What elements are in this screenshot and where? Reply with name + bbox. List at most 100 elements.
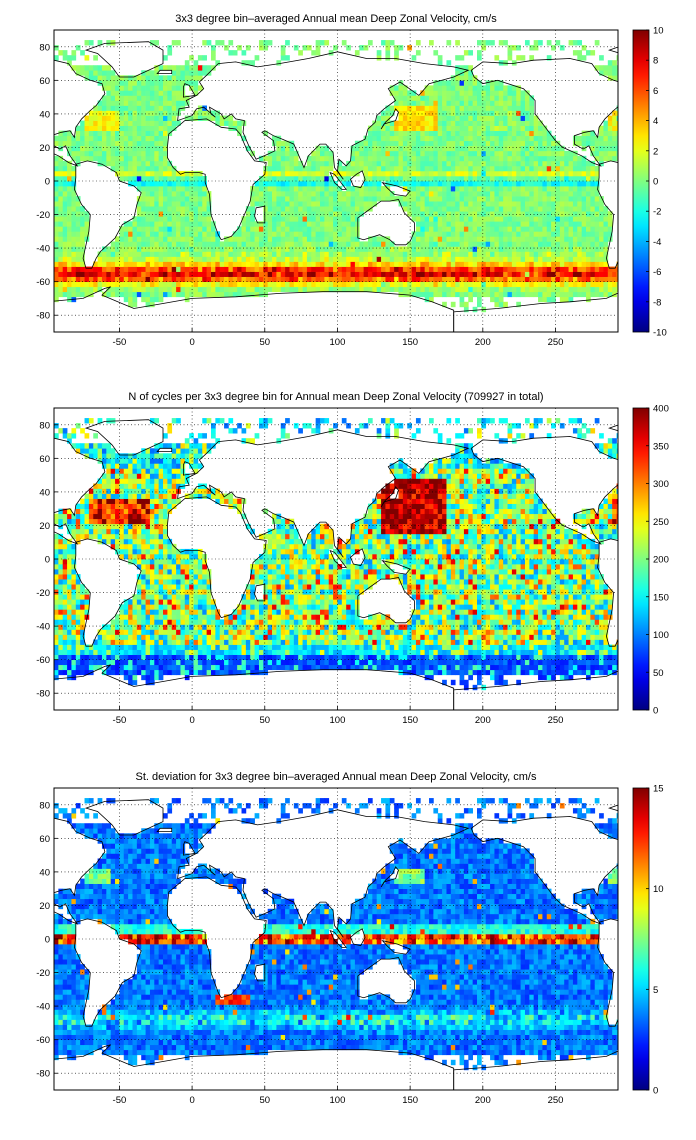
heatmap-cell	[372, 281, 378, 288]
heatmap-cell	[398, 170, 404, 177]
heatmap-cell	[546, 216, 552, 222]
heatmap-cell	[359, 281, 364, 288]
heatmap-cell	[446, 170, 452, 177]
heatmap-cell	[533, 211, 539, 217]
heatmap-cell	[599, 241, 604, 247]
heatmap-cell	[202, 251, 207, 257]
heatmap-cell	[202, 206, 207, 212]
heatmap-cell	[363, 145, 369, 152]
heatmap-cell	[516, 231, 521, 237]
heatmap-cell	[463, 216, 469, 222]
heatmap-cell	[498, 271, 504, 277]
heatmap-cell	[167, 65, 173, 71]
heatmap-cell	[71, 614, 77, 620]
heatmap-cell	[115, 644, 120, 650]
heatmap-cell	[258, 271, 264, 277]
heatmap-cell	[193, 226, 199, 232]
heatmap-cell	[559, 246, 565, 252]
heatmap-cell	[359, 276, 364, 283]
heatmap-cell	[106, 659, 112, 666]
heatmap-cell	[477, 201, 482, 207]
heatmap-cell	[80, 644, 85, 650]
heatmap-cell	[555, 251, 561, 257]
heatmap-cell	[280, 266, 286, 272]
heatmap-cell	[394, 50, 399, 56]
y-tick-label: 60	[39, 76, 50, 87]
heatmap-cell	[516, 95, 521, 101]
heatmap-cell	[564, 236, 569, 242]
heatmap-cell	[389, 191, 395, 197]
heatmap-cell	[494, 201, 500, 207]
heatmap-cell	[106, 115, 112, 121]
heatmap-cell	[224, 271, 229, 277]
heatmap-cell	[101, 140, 107, 147]
heatmap-cell	[498, 231, 504, 237]
heatmap-cell	[123, 624, 129, 630]
heatmap-cell	[149, 85, 155, 91]
heatmap-cell	[123, 95, 129, 101]
heatmap-cell	[455, 256, 460, 262]
heatmap-cell	[58, 639, 64, 645]
heatmap-cell	[494, 251, 500, 257]
heatmap-cell	[586, 206, 591, 212]
heatmap-cell	[516, 160, 521, 167]
heatmap-cell	[115, 624, 120, 630]
heatmap-cell	[555, 40, 561, 46]
heatmap-cell	[542, 201, 548, 207]
heatmap-cell	[442, 155, 447, 162]
heatmap-cell	[590, 181, 596, 187]
heatmap-cell	[503, 85, 508, 91]
heatmap-cell	[136, 150, 142, 157]
heatmap-cell	[424, 256, 430, 262]
heatmap-cell	[511, 281, 517, 288]
heatmap-cell	[511, 95, 517, 101]
heatmap-cell	[306, 160, 312, 167]
heatmap-cell	[524, 125, 530, 132]
heatmap-cell	[115, 473, 120, 479]
heatmap-cell	[542, 286, 548, 293]
heatmap-cell	[376, 241, 382, 247]
heatmap-cell	[372, 125, 378, 132]
heatmap-cell	[568, 175, 574, 182]
heatmap-cell	[381, 261, 386, 267]
heatmap-cell	[533, 291, 539, 298]
heatmap-cell	[468, 145, 473, 152]
heatmap-cell	[58, 669, 64, 676]
heatmap-cell	[324, 251, 330, 257]
heatmap-cell	[407, 110, 412, 116]
heatmap-cell	[429, 110, 434, 116]
heatmap-cell	[71, 256, 77, 262]
heatmap-cell	[110, 110, 116, 116]
heatmap-cell	[586, 186, 591, 192]
heatmap-cell	[101, 80, 107, 86]
heatmap-cell	[167, 266, 173, 272]
heatmap-cell	[533, 196, 539, 202]
heatmap-cell	[590, 175, 596, 182]
heatmap-cell	[468, 75, 473, 81]
heatmap-cell	[54, 186, 59, 192]
heatmap-cell	[450, 246, 456, 252]
heatmap-cell	[546, 145, 552, 152]
heatmap-cell	[123, 80, 129, 86]
heatmap-cell	[581, 45, 587, 51]
heatmap-cell	[110, 70, 116, 76]
heatmap-cell	[376, 130, 382, 137]
heatmap-cell	[62, 266, 68, 272]
heatmap-cell	[520, 135, 526, 142]
heatmap-cell	[58, 614, 64, 620]
heatmap-cell	[241, 221, 247, 227]
heatmap-cell	[446, 175, 452, 182]
heatmap-cell	[263, 236, 269, 242]
heatmap-cell	[219, 246, 225, 252]
heatmap-cell	[101, 75, 107, 81]
heatmap-cell	[215, 256, 221, 262]
heatmap-cell	[163, 276, 168, 283]
heatmap-cell	[420, 145, 426, 152]
heatmap-cell	[472, 221, 478, 227]
heatmap-cell	[176, 231, 181, 237]
heatmap-cell	[450, 226, 456, 232]
heatmap-cell	[276, 231, 282, 237]
heatmap-cell	[498, 211, 504, 217]
heatmap-cell	[80, 50, 85, 56]
heatmap-cell	[245, 286, 251, 293]
